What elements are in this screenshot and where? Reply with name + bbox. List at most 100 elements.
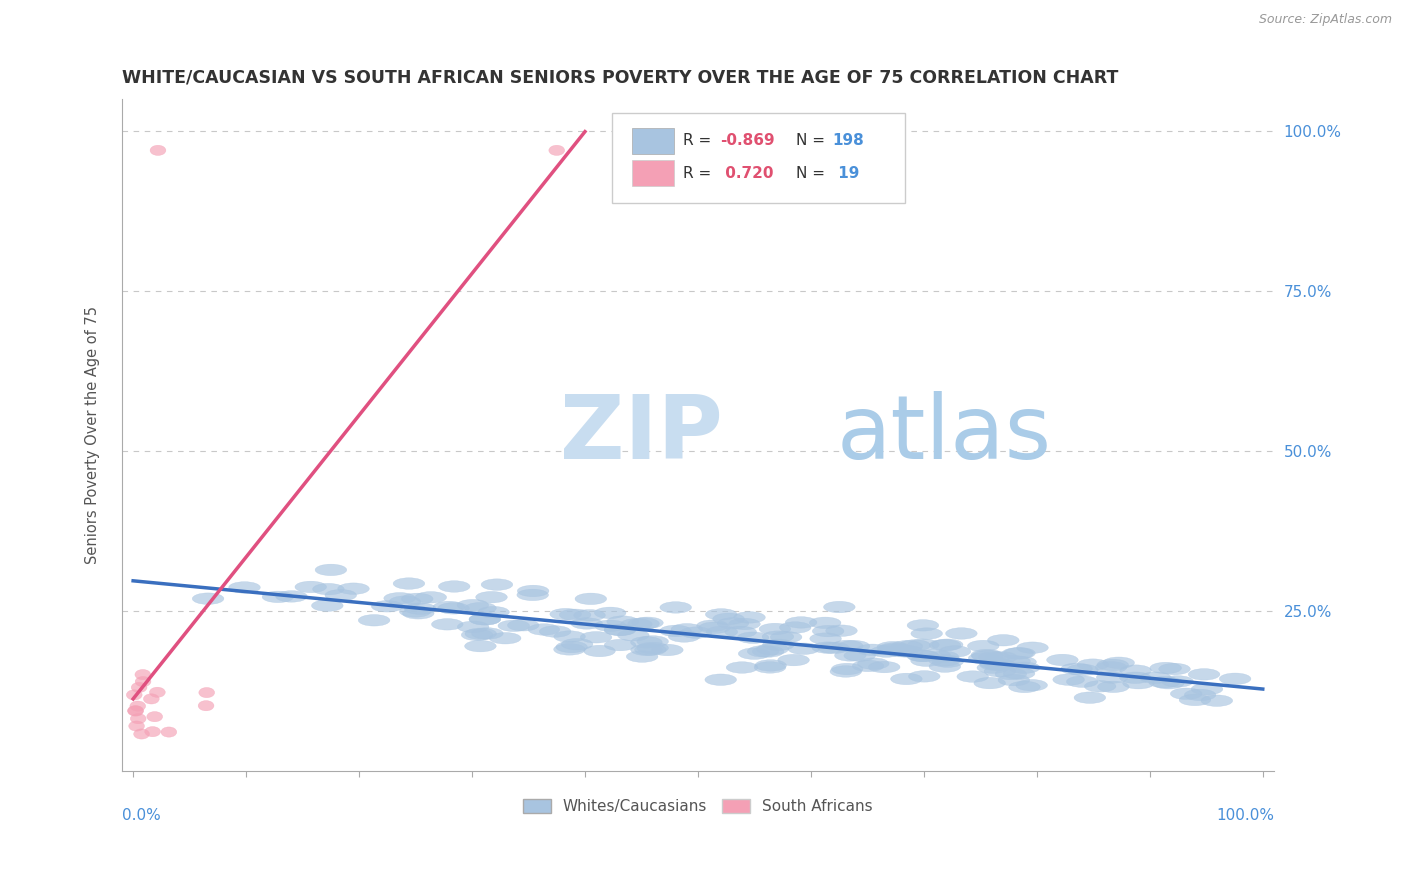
- Ellipse shape: [825, 625, 858, 637]
- Ellipse shape: [886, 646, 918, 657]
- Ellipse shape: [359, 615, 389, 626]
- Ellipse shape: [1053, 673, 1084, 685]
- Ellipse shape: [911, 655, 942, 666]
- Text: -0.869: -0.869: [720, 133, 775, 148]
- Ellipse shape: [957, 671, 988, 682]
- Ellipse shape: [755, 660, 786, 671]
- Ellipse shape: [1005, 657, 1036, 668]
- Ellipse shape: [770, 632, 801, 643]
- Ellipse shape: [877, 641, 908, 653]
- Ellipse shape: [631, 617, 664, 629]
- Ellipse shape: [399, 606, 432, 617]
- Ellipse shape: [727, 662, 758, 673]
- Ellipse shape: [671, 624, 703, 635]
- Ellipse shape: [907, 650, 938, 662]
- Ellipse shape: [748, 646, 779, 657]
- Ellipse shape: [756, 643, 789, 655]
- Ellipse shape: [276, 591, 308, 602]
- Ellipse shape: [706, 608, 737, 620]
- Ellipse shape: [605, 624, 636, 636]
- Y-axis label: Seniors Poverty Over the Age of 75: Seniors Poverty Over the Age of 75: [86, 306, 100, 564]
- Ellipse shape: [969, 652, 1000, 664]
- Ellipse shape: [779, 622, 811, 633]
- Ellipse shape: [581, 632, 612, 643]
- Ellipse shape: [929, 661, 960, 673]
- Ellipse shape: [160, 727, 177, 737]
- Ellipse shape: [457, 599, 489, 611]
- Ellipse shape: [907, 620, 939, 632]
- Text: 100.0%: 100.0%: [1216, 807, 1274, 822]
- Ellipse shape: [659, 625, 692, 637]
- Ellipse shape: [193, 593, 224, 605]
- Ellipse shape: [835, 649, 866, 661]
- FancyBboxPatch shape: [612, 112, 905, 203]
- Ellipse shape: [1067, 665, 1098, 675]
- Ellipse shape: [728, 618, 761, 630]
- Ellipse shape: [517, 585, 548, 597]
- Ellipse shape: [929, 655, 960, 666]
- Ellipse shape: [128, 706, 143, 716]
- Ellipse shape: [1074, 692, 1105, 704]
- Ellipse shape: [295, 582, 326, 592]
- Text: Source: ZipAtlas.com: Source: ZipAtlas.com: [1258, 13, 1392, 27]
- Ellipse shape: [967, 640, 1000, 652]
- Ellipse shape: [146, 712, 163, 722]
- Ellipse shape: [974, 677, 1005, 689]
- Ellipse shape: [877, 644, 910, 656]
- Ellipse shape: [617, 630, 650, 641]
- Ellipse shape: [1077, 659, 1109, 671]
- Ellipse shape: [1191, 683, 1223, 695]
- Ellipse shape: [1017, 642, 1049, 654]
- Ellipse shape: [129, 721, 145, 731]
- Ellipse shape: [972, 650, 1004, 662]
- Ellipse shape: [1150, 662, 1181, 673]
- Ellipse shape: [778, 655, 810, 665]
- Text: 0.0%: 0.0%: [122, 807, 160, 822]
- Ellipse shape: [1184, 690, 1216, 701]
- Ellipse shape: [555, 641, 588, 653]
- Ellipse shape: [607, 615, 638, 627]
- Ellipse shape: [415, 591, 447, 603]
- Ellipse shape: [620, 618, 652, 630]
- Ellipse shape: [337, 582, 370, 594]
- Ellipse shape: [630, 637, 662, 648]
- Ellipse shape: [1140, 672, 1171, 683]
- Ellipse shape: [717, 617, 749, 629]
- Ellipse shape: [478, 607, 509, 618]
- Ellipse shape: [384, 592, 415, 604]
- Ellipse shape: [198, 700, 214, 711]
- Ellipse shape: [1201, 695, 1233, 706]
- Ellipse shape: [1004, 648, 1035, 659]
- Ellipse shape: [1004, 668, 1035, 679]
- Ellipse shape: [818, 642, 849, 654]
- Ellipse shape: [704, 674, 737, 685]
- Ellipse shape: [529, 624, 560, 635]
- Ellipse shape: [908, 650, 939, 662]
- Ellipse shape: [135, 676, 150, 687]
- Ellipse shape: [725, 626, 756, 638]
- Ellipse shape: [131, 682, 148, 692]
- Ellipse shape: [908, 639, 939, 650]
- Ellipse shape: [998, 674, 1029, 686]
- Ellipse shape: [489, 632, 522, 644]
- Ellipse shape: [998, 656, 1031, 667]
- Ellipse shape: [891, 640, 922, 652]
- Ellipse shape: [637, 636, 668, 648]
- Ellipse shape: [890, 673, 922, 685]
- Ellipse shape: [813, 625, 844, 637]
- Ellipse shape: [595, 607, 626, 619]
- Ellipse shape: [402, 607, 434, 619]
- Ellipse shape: [1153, 677, 1184, 689]
- Ellipse shape: [932, 656, 963, 667]
- Ellipse shape: [626, 651, 658, 663]
- Ellipse shape: [548, 145, 565, 155]
- Ellipse shape: [198, 688, 215, 698]
- Ellipse shape: [439, 581, 470, 592]
- Text: R =: R =: [683, 166, 716, 180]
- Ellipse shape: [1002, 648, 1033, 659]
- Ellipse shape: [432, 618, 463, 630]
- Ellipse shape: [939, 646, 970, 657]
- Ellipse shape: [830, 665, 862, 677]
- Ellipse shape: [987, 634, 1019, 646]
- Ellipse shape: [574, 609, 606, 621]
